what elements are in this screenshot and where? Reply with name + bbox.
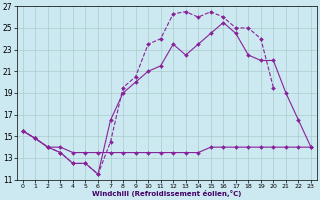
X-axis label: Windchill (Refroidissement éolien,°C): Windchill (Refroidissement éolien,°C): [92, 190, 242, 197]
